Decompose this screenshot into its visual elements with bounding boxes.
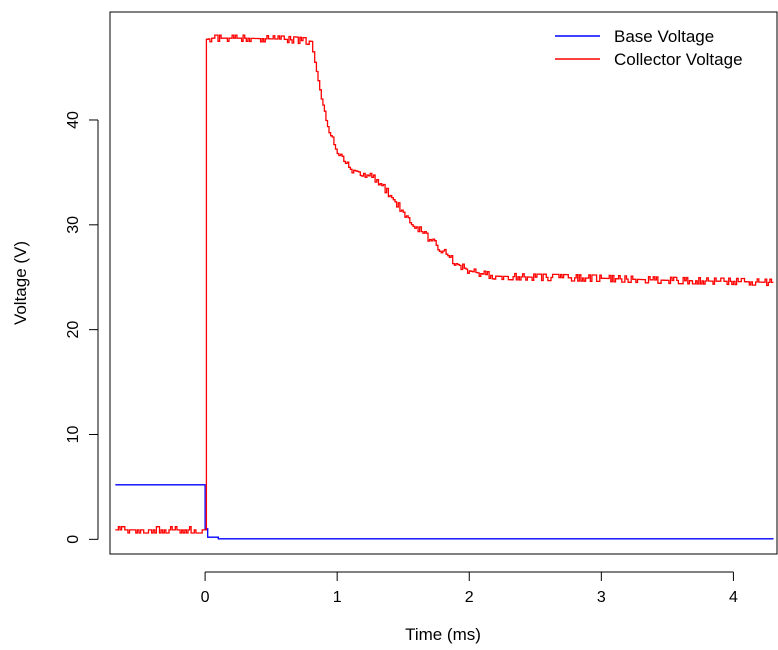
legend-label-1: Collector Voltage — [614, 50, 743, 69]
series-layer — [115, 34, 774, 540]
x-tick-label: 3 — [597, 589, 606, 606]
plot-frame — [109, 11, 778, 555]
y-tick-label: 10 — [65, 425, 82, 443]
y-axis: 0 10 20 30 40 — [65, 111, 99, 544]
series-line-0 — [115, 484, 774, 540]
y-tick-label: 20 — [65, 321, 82, 339]
y-tick-label: 30 — [65, 216, 82, 234]
x-tick-label: 4 — [729, 589, 738, 606]
y-axis-title: Voltage (V) — [11, 241, 30, 325]
x-tick-label: 2 — [465, 589, 474, 606]
y-tick-label: 40 — [65, 111, 82, 129]
x-axis-title: Time (ms) — [405, 625, 481, 644]
x-tick-label: 1 — [333, 589, 342, 606]
x-tick-label: 0 — [201, 589, 210, 606]
y-tick-label: 0 — [65, 535, 82, 544]
x-axis: 0 1 2 3 4 — [201, 571, 738, 606]
legend-label-0: Base Voltage — [614, 27, 714, 46]
legend: Base Voltage Collector Voltage — [555, 27, 743, 69]
series-line-1 — [115, 34, 774, 534]
